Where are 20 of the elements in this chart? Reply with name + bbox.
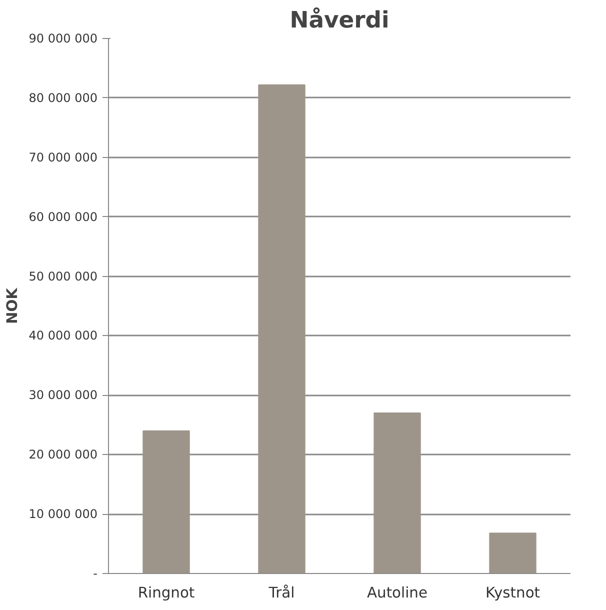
y-tick-label: 50 000 000 bbox=[28, 269, 98, 284]
y-tick-label: 70 000 000 bbox=[28, 150, 98, 164]
y-tick-label: 10 000 000 bbox=[28, 507, 98, 522]
y-tick-label: 30 000 000 bbox=[28, 388, 98, 402]
y-axis-title: NOK bbox=[4, 287, 21, 324]
y-tick-label: 60 000 000 bbox=[28, 210, 98, 224]
bar bbox=[258, 84, 306, 574]
x-tick-label: Autoline bbox=[367, 584, 428, 602]
y-tick-label: 20 000 000 bbox=[28, 448, 98, 462]
x-tick-label: Ringnot bbox=[138, 584, 195, 602]
bar bbox=[489, 532, 536, 574]
x-tick-label: Kystnot bbox=[485, 584, 540, 602]
x-tick-label: Trål bbox=[268, 584, 295, 602]
y-tick-label: 80 000 000 bbox=[28, 90, 98, 105]
y-tick-label: 40 000 000 bbox=[28, 328, 98, 343]
y-tick-label: 90 000 000 bbox=[28, 32, 98, 46]
bar bbox=[374, 412, 421, 574]
chart-title: Nåverdi bbox=[290, 6, 390, 34]
y-tick-label: - bbox=[93, 566, 98, 580]
bar bbox=[142, 430, 190, 574]
